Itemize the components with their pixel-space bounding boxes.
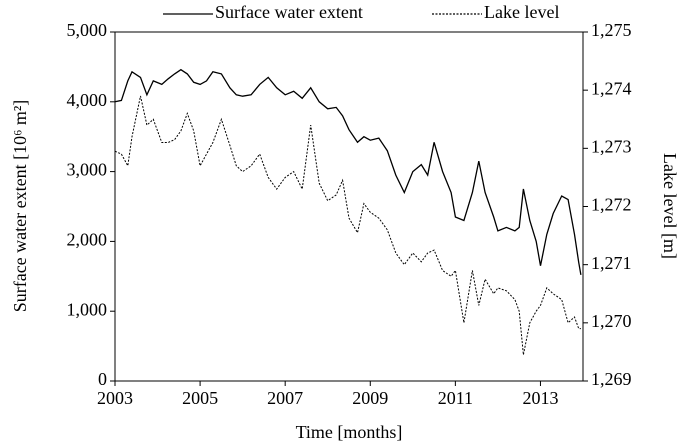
x-tick-label: 2009 xyxy=(352,388,388,408)
x-tick-label: 2005 xyxy=(182,388,218,408)
y-tick-label: 2,000 xyxy=(67,230,108,250)
y-tick-label: 3,000 xyxy=(67,160,108,180)
legend-label: Lake level xyxy=(484,2,559,22)
y2-tick-label: 1,274 xyxy=(591,78,632,98)
x-tick-label: 2003 xyxy=(97,388,133,408)
series-line xyxy=(114,95,581,355)
y-tick-label: 4,000 xyxy=(67,90,108,110)
y2-axis-label: Lake level [m] xyxy=(660,153,680,259)
y2-tick-label: 1,271 xyxy=(591,253,632,273)
y2-tick-label: 1,272 xyxy=(591,195,632,215)
y-axis-label: Surface water extent [10⁶ m²] xyxy=(10,100,30,313)
y-tick-label: 5,000 xyxy=(67,20,108,40)
y-tick-label: 1,000 xyxy=(67,299,108,319)
legend-label: Surface water extent xyxy=(215,2,363,22)
y2-tick-label: 1,273 xyxy=(591,136,632,156)
x-tick-label: 2013 xyxy=(522,388,558,408)
x-tick-label: 2007 xyxy=(267,388,303,408)
y2-tick-label: 1,269 xyxy=(591,369,632,389)
y2-tick-label: 1,275 xyxy=(591,20,632,40)
y2-tick-label: 1,270 xyxy=(591,311,632,331)
x-axis-label: Time [months] xyxy=(296,422,403,442)
y-tick-label: 0 xyxy=(98,369,107,389)
series-line xyxy=(114,68,582,276)
plot-frame xyxy=(114,31,584,382)
x-tick-label: 2011 xyxy=(438,388,473,408)
